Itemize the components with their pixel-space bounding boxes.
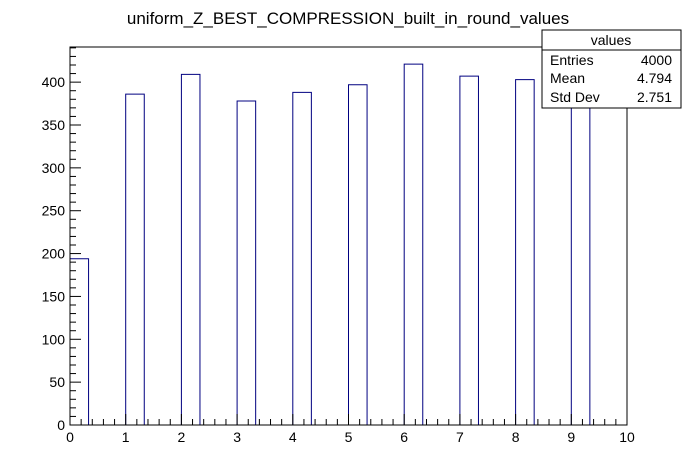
bar-9 bbox=[570, 66, 591, 425]
y-tick-label: 100 bbox=[42, 331, 66, 347]
stats-mean-value: 4.794 bbox=[637, 70, 672, 86]
y-tick-label: 0 bbox=[57, 417, 65, 433]
bar-3 bbox=[236, 100, 257, 425]
y-tick-label: 200 bbox=[42, 246, 66, 262]
y-tick-label: 150 bbox=[42, 288, 66, 304]
x-tick-label: 6 bbox=[400, 429, 408, 445]
y-tick-label: 300 bbox=[42, 160, 66, 176]
bar-7 bbox=[459, 75, 479, 425]
bar-8 bbox=[515, 79, 535, 425]
x-tick-label: 8 bbox=[512, 429, 520, 445]
stats-entries-value: 4000 bbox=[641, 52, 672, 68]
bar-2 bbox=[180, 73, 201, 425]
stats-mean-label: Mean bbox=[550, 70, 585, 86]
bar-6 bbox=[403, 63, 424, 425]
x-tick-label: 3 bbox=[233, 429, 241, 445]
bars-group bbox=[69, 63, 591, 425]
bar-4 bbox=[292, 91, 312, 425]
x-tick-label: 0 bbox=[66, 429, 74, 445]
stats-box: values Entries 4000 Mean 4.794 Std Dev 2… bbox=[541, 29, 682, 109]
x-tick-labels: 0 1 2 3 4 5 6 7 8 9 10 bbox=[66, 429, 635, 445]
y-tick-label: 350 bbox=[42, 117, 66, 133]
y-tick-label: 400 bbox=[42, 74, 66, 90]
x-tick-label: 10 bbox=[619, 429, 635, 445]
axis-ticks bbox=[69, 47, 628, 426]
y-tick-labels: 0 50 100 150 200 250 300 350 400 bbox=[42, 74, 66, 433]
stats-stddev-label: Std Dev bbox=[550, 89, 600, 105]
x-tick-label: 5 bbox=[345, 429, 353, 445]
y-tick-label: 50 bbox=[49, 374, 65, 390]
y-tick-label: 250 bbox=[42, 203, 66, 219]
x-tick-label: 7 bbox=[456, 429, 464, 445]
stats-stddev-value: 2.751 bbox=[637, 89, 672, 105]
x-tick-label: 9 bbox=[567, 429, 575, 445]
x-tick-label: 2 bbox=[178, 429, 186, 445]
bar-5 bbox=[348, 84, 368, 425]
bar-0 bbox=[69, 258, 90, 425]
bar-1 bbox=[125, 93, 145, 425]
x-tick-label: 4 bbox=[289, 429, 297, 445]
chart-title: uniform_Z_BEST_COMPRESSION_built_in_roun… bbox=[127, 9, 569, 28]
stats-box-frame bbox=[541, 29, 682, 109]
x-tick-label: 1 bbox=[122, 429, 130, 445]
stats-entries-label: Entries bbox=[550, 52, 594, 68]
stats-box-title: values bbox=[591, 32, 631, 48]
